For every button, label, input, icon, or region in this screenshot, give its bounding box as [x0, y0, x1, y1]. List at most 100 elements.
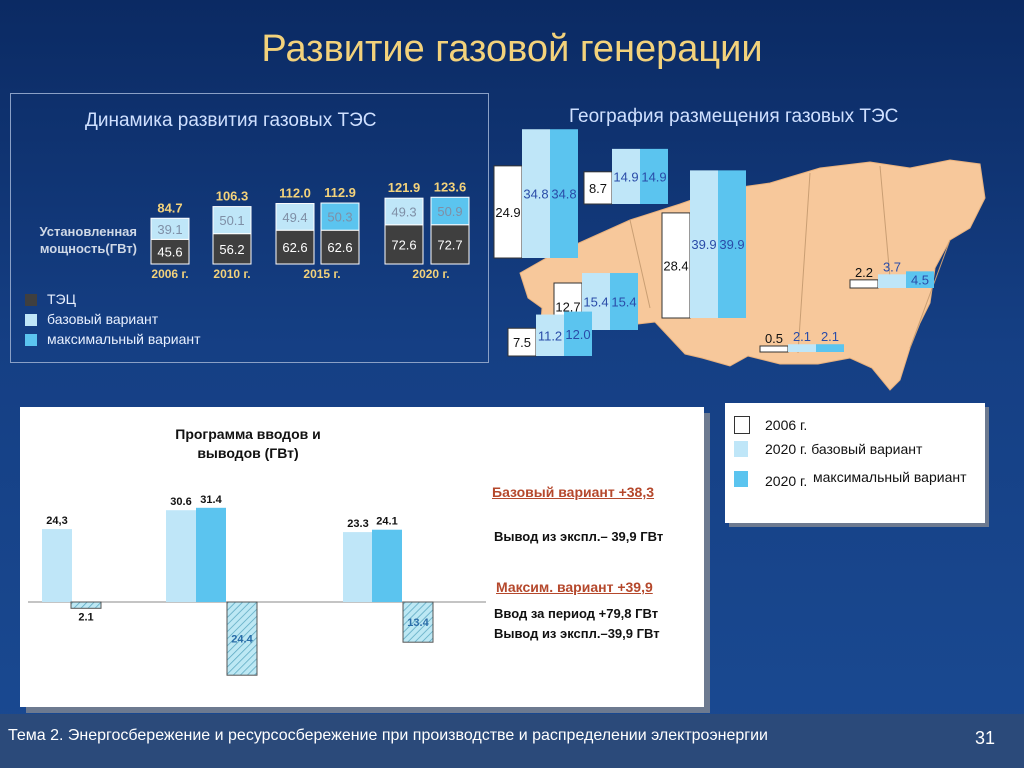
category-label: 2006 г.	[151, 267, 188, 281]
bar-label-total: 84.7	[157, 200, 182, 215]
max-variant-line1: Ввод за период +79,8 ГВт	[494, 606, 659, 621]
map-bar-label: 2.1	[821, 329, 839, 344]
legend-swatch-2006	[734, 416, 750, 434]
map-bar-2020-max	[816, 344, 844, 352]
bar-label-addition: 50.3	[327, 210, 352, 225]
legend-swatch-base	[25, 314, 37, 327]
map-bar-label: 7.5	[513, 335, 531, 350]
map-bar-2020-max	[906, 271, 934, 288]
dynamics-title: Динамика развития газовых ТЭС	[85, 110, 377, 131]
program-bar-label: 31.4	[200, 494, 222, 506]
dynamics-panel: Динамика развития газовых ТЭС Установлен…	[10, 93, 489, 363]
geography-map: 24.934.8 34.8 8.714.9 14.912.7 15.4 15.428.43…	[493, 129, 986, 391]
map-bar-2006	[849, 279, 879, 289]
legend-label-2020-max: 2020 г.	[765, 473, 808, 489]
map-bar-2020-max	[718, 170, 746, 318]
bar-label-addition: 50.9	[437, 204, 462, 219]
map-bar-2020-max	[610, 273, 638, 330]
bar-addition	[150, 217, 190, 240]
footer-bar	[0, 714, 1024, 768]
bar-addition	[430, 196, 470, 226]
program-chart: 24,3 2.1 30.6 31.4 24.4 23.3 24.1 13.4	[28, 494, 486, 676]
program-bar	[372, 529, 402, 602]
map-bar-label: 39.9	[719, 237, 744, 252]
map-bar-2020-max	[550, 129, 578, 258]
program-panel: Программа вводов и выводов (ГВт) Базовый…	[20, 407, 704, 707]
bar-addition	[275, 203, 315, 231]
max-variant-heading: Максим. вариант +39,9	[496, 579, 653, 595]
map-bar-label: 39.9	[691, 237, 716, 252]
bar-label-addition: 49.3	[391, 204, 416, 219]
legend-item-max: максимальный вариант	[25, 331, 201, 347]
legend-swatch-2020-max	[734, 471, 748, 487]
program-bar-label: 2.1	[78, 611, 93, 623]
map-bar-2006	[493, 165, 523, 259]
bar-label-addition: 50.1	[219, 213, 244, 228]
legend-label-2006: 2006 г.	[765, 417, 808, 433]
ylabel-line2: мощность(ГВт)	[39, 241, 137, 256]
bar-label-tec: 72.7	[437, 237, 462, 252]
map-bar-label: 24.9	[495, 205, 520, 220]
map-bar-label: 0.5	[765, 331, 783, 346]
map-bar-label: 12.7	[555, 300, 580, 315]
program-title-line1: Программа вводов и	[175, 426, 321, 442]
base-variant-line: Вывод из экспл.– 39,9 ГВт	[494, 529, 664, 544]
bar-tec	[212, 233, 252, 265]
bar-addition	[384, 197, 424, 226]
program-bar-label: 24.4	[231, 634, 253, 646]
program-bar	[42, 529, 72, 602]
map-bar-label: 34.8	[551, 187, 576, 202]
map-bar-label: 14.9	[613, 169, 638, 184]
slide-title: Развитие газовой генерации	[261, 28, 763, 70]
category-label: 2015 г.	[303, 267, 340, 281]
bar-label-tec: 72.6	[391, 237, 416, 252]
bar-addition	[212, 206, 252, 235]
legend-item-base: базовый вариант	[25, 311, 201, 327]
legend-swatch-tec	[25, 294, 37, 307]
category-label: 2020 г.	[412, 267, 449, 281]
map-bar-2020-base	[878, 274, 906, 288]
map-bar-2020-max	[564, 311, 592, 356]
map-bar-label: 3.7	[883, 259, 901, 274]
bar-tec	[430, 224, 470, 265]
legend-label-2020-base: 2020 г. базовый вариант	[765, 441, 923, 457]
bar-label-total: 123.6	[434, 179, 467, 194]
bar-addition	[320, 202, 360, 231]
map-bar-2006	[583, 171, 613, 205]
legend-label-2020-max-2: максимальный вариант	[813, 469, 967, 485]
bar-label-tec: 62.6	[282, 240, 307, 255]
bar-label-tec: 45.6	[157, 245, 182, 260]
program-bar-label: 23.3	[347, 518, 368, 530]
map-bar-2020-base	[522, 129, 550, 258]
bar-label-total: 112.0	[279, 186, 311, 201]
map-bar-label: 4.5	[911, 273, 929, 288]
program-bar-label: 24,3	[46, 515, 67, 527]
program-bar	[343, 532, 373, 602]
bar-label-tec: 62.6	[327, 240, 352, 255]
map-bar-2020-base	[612, 148, 640, 204]
map-bar-label: 15.4	[583, 295, 608, 310]
geography-title: География размещения газовых ТЭС	[569, 106, 899, 127]
footer-text: Тема 2. Энергосбережение и ресурсосбереж…	[8, 727, 768, 744]
map-bar-2020-base	[788, 344, 816, 352]
max-variant-line2: Вывод из экспл.–39,9 ГВт	[494, 626, 660, 641]
map-bar-label: 34.8	[523, 187, 548, 202]
bar-label-total: 112.9	[324, 185, 356, 200]
dynamics-ylabel: Установленная мощность(ГВт)	[19, 223, 137, 257]
map-bar-2020-base	[690, 170, 718, 318]
program-bar	[196, 507, 226, 602]
geography-legend: 2006 г. 2020 г. базовый вариант 2020 г. …	[725, 403, 985, 523]
bar-label-addition: 49.4	[282, 210, 307, 225]
legend-swatch-max	[25, 334, 37, 347]
legend-label: базовый вариант	[47, 311, 159, 327]
dynamics-chart: 45.6 39.1 84.7 56.2 50.1 106.3 62.6 49.4 112.0 62…	[150, 179, 470, 281]
map-bar-2006	[661, 212, 691, 319]
legend-swatch-2020-base	[734, 441, 748, 457]
map-bar-label: 28.4	[663, 258, 688, 273]
map-bar-label: 8.7	[589, 181, 607, 196]
map-bar-label: 2.2	[855, 265, 873, 280]
ylabel-line1: Установленная	[39, 224, 137, 239]
category-label: 2010 г.	[213, 267, 250, 281]
program-bar	[70, 601, 102, 609]
program-bar-label: 24.1	[376, 516, 397, 528]
